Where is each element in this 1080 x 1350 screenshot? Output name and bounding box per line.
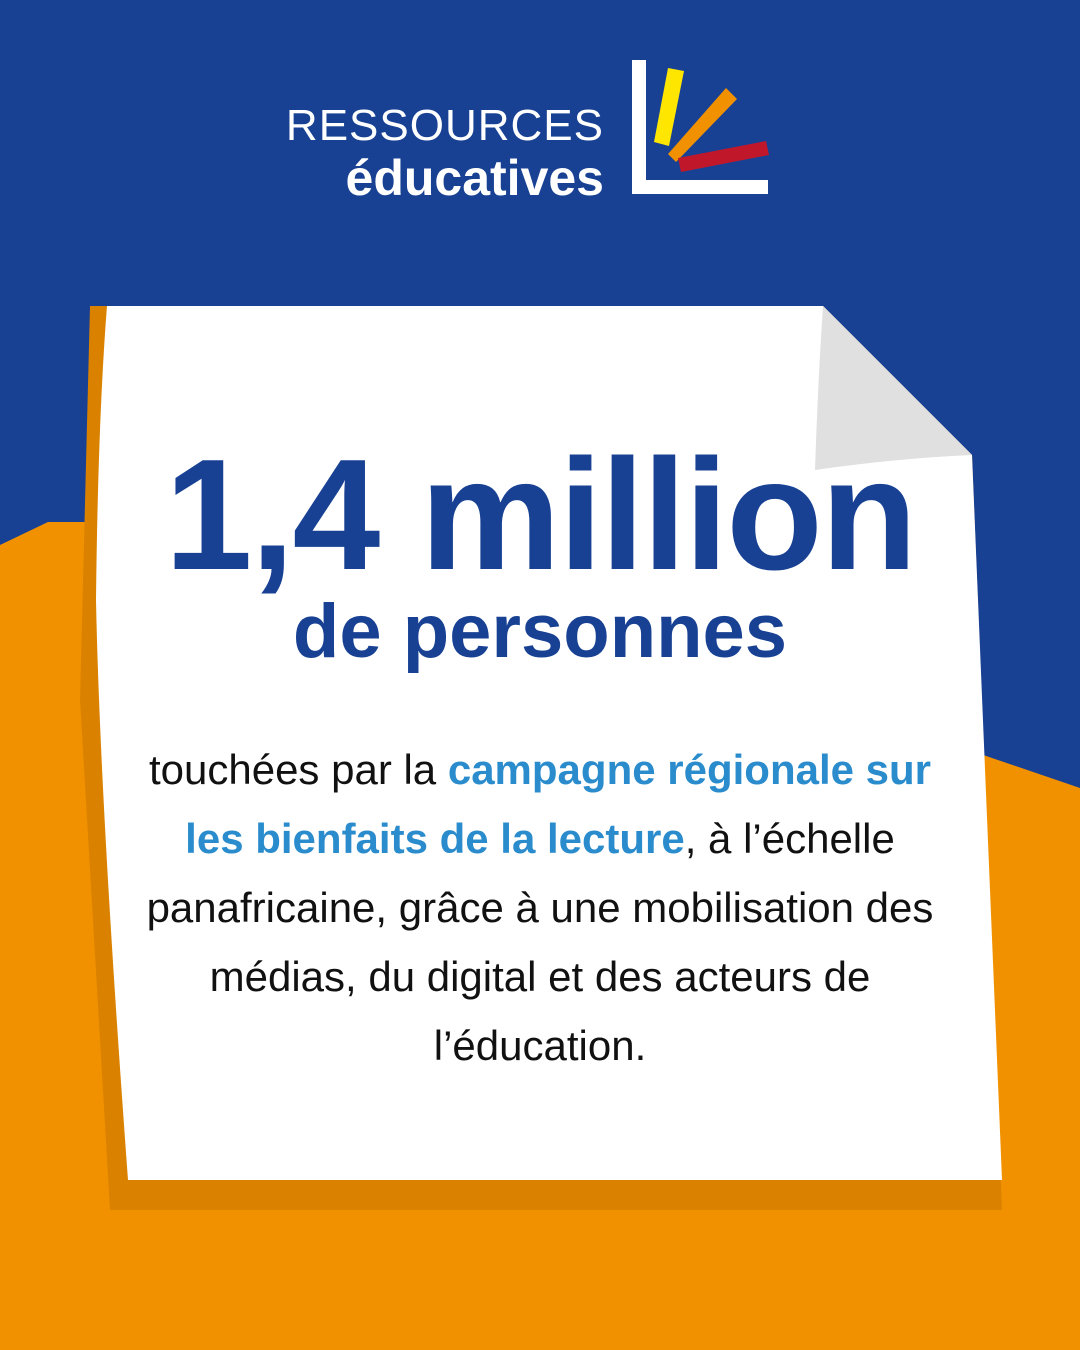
- headline-subtitle: de personnes: [292, 589, 788, 674]
- body-highlight: campagne régionale sur les bienfaits de …: [185, 746, 932, 862]
- body-part2: , à l’échelle panafricaine, grâce à une …: [146, 815, 934, 1069]
- paper-fold: [815, 306, 972, 470]
- brand-logo-icon: [632, 60, 769, 194]
- headline-number: 1,4 million: [164, 427, 918, 603]
- brand-line1: RESSOURCES: [285, 101, 604, 150]
- brand-logo-text: RESSOURCES éducatives: [286, 100, 604, 204]
- body-part1: touchées par la: [148, 746, 448, 793]
- body-text: touchées par la campagne régionale sur l…: [120, 735, 960, 1080]
- paper-sheet: [96, 306, 1002, 1180]
- brand-line2: éducatives: [345, 150, 604, 206]
